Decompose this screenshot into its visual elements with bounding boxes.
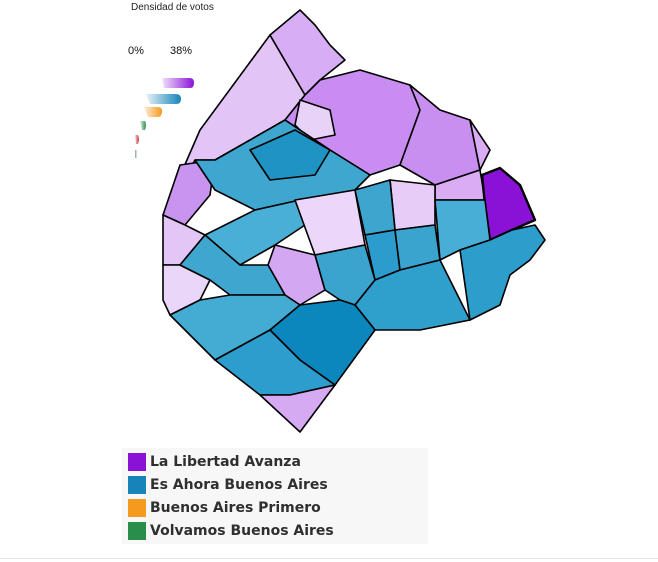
legend-item: Volvamos Buenos Aires [128,521,334,541]
density-bar-tick [135,150,137,158]
map-region[interactable] [459,224,546,321]
legend-item: Buenos Aires Primero [128,498,321,518]
density-legend-title: Densidad de votos [131,2,214,13]
legend-swatch [128,476,146,494]
density-bar-volvamos [140,121,146,130]
density-scale-bars [135,78,194,158]
density-max-label: 38% [170,45,193,57]
legend-swatch [128,499,146,517]
map-region[interactable] [259,384,336,433]
legend-swatch [128,522,146,540]
map-region[interactable] [354,259,471,331]
legend-label: Volvamos Buenos Aires [150,523,334,539]
map-region[interactable] [294,189,366,256]
legend-swatch [128,453,146,471]
density-bar-primero [144,107,162,117]
legend-label: Es Ahora Buenos Aires [150,477,328,493]
party-legend: La Libertad Avanza Es Ahora Buenos Aires… [122,448,428,544]
legend-item: Es Ahora Buenos Aires [128,475,328,495]
map-region[interactable] [294,99,336,141]
legend-label: Buenos Aires Primero [150,500,321,516]
map-regions [162,9,546,433]
map-region[interactable] [389,179,436,231]
map-region[interactable] [179,234,286,296]
density-bar-libertad [162,78,194,88]
divider [0,558,658,559]
density-bar-es-ahora [146,94,181,104]
city-map [162,9,546,433]
map-region[interactable] [249,129,331,181]
density-bar-other [135,135,139,144]
legend-label: La Libertad Avanza [150,454,301,470]
map-container: Densidad de votos 0% 38% [128,2,546,433]
legend-item: La Libertad Avanza [128,452,301,472]
density-min-label: 0% [128,45,144,57]
